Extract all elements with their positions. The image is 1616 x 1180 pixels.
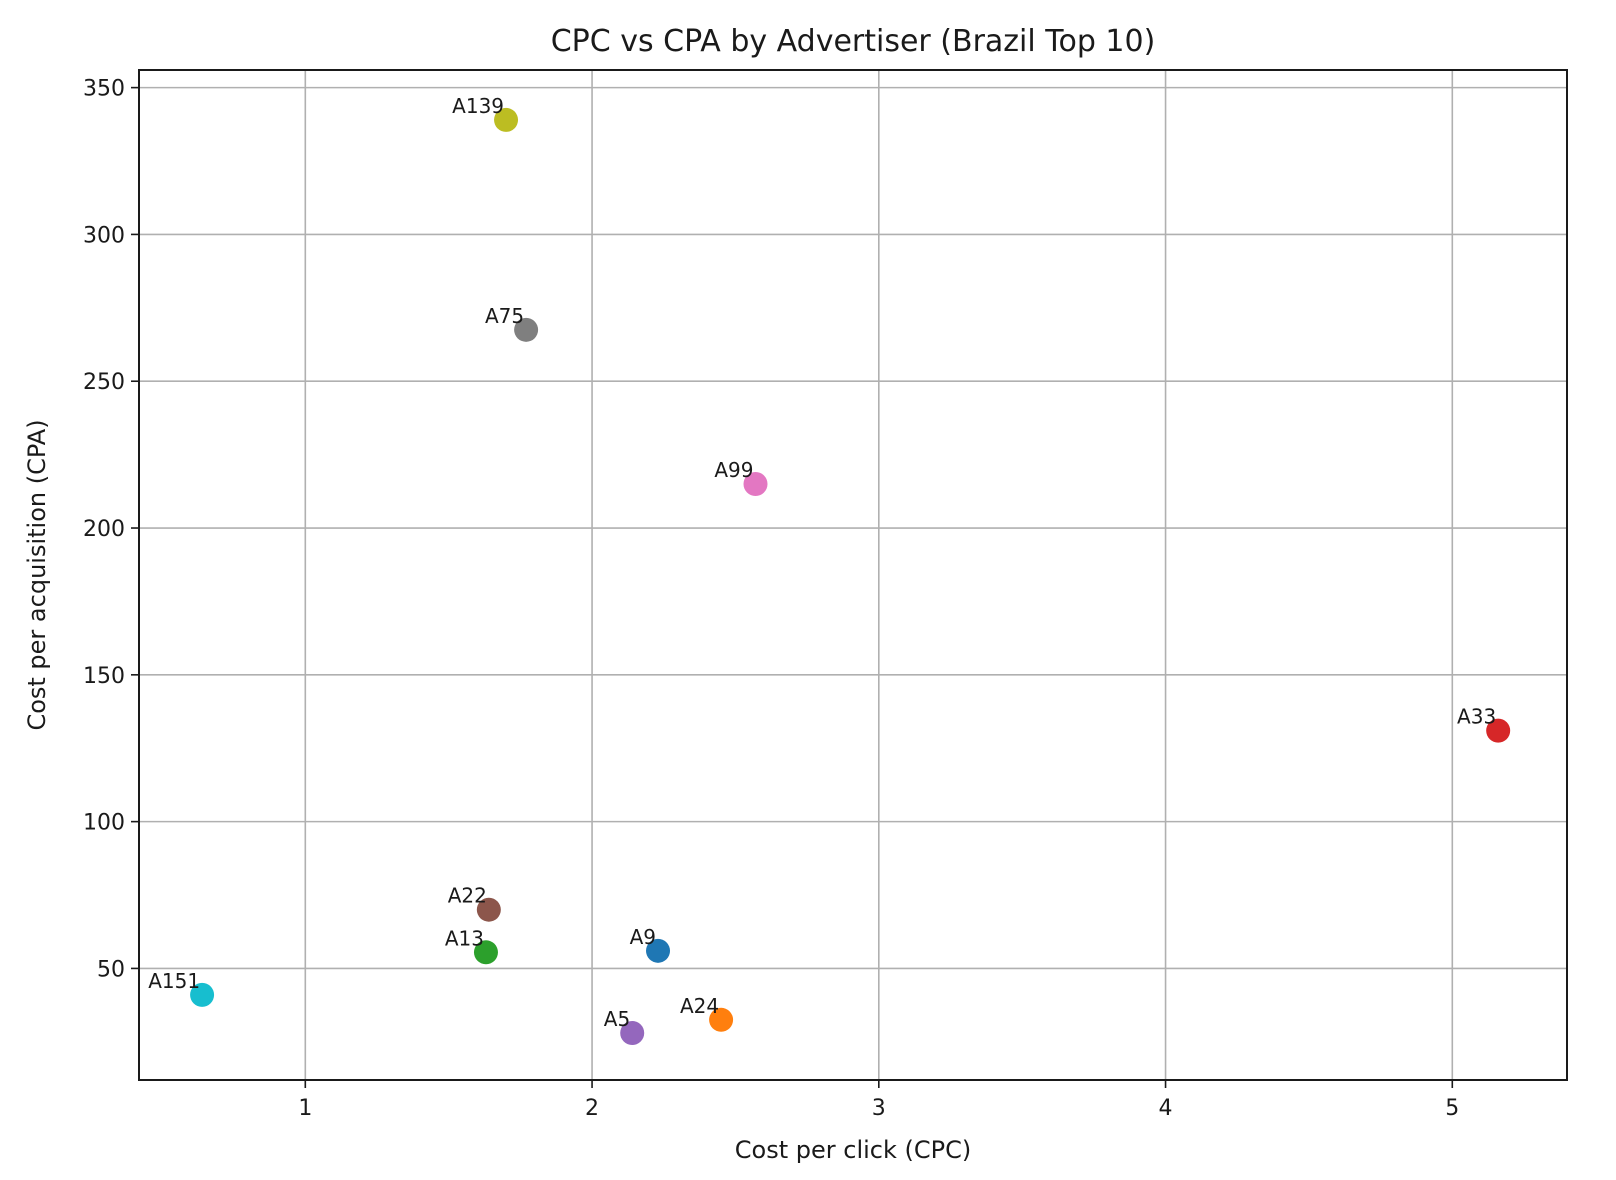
y-tick-label: 150 bbox=[83, 664, 125, 689]
x-tick-label: 1 bbox=[298, 1096, 312, 1121]
data-point-a33: A33 bbox=[1457, 705, 1511, 743]
scatter-marker bbox=[476, 897, 501, 922]
plot-frame bbox=[138, 69, 1568, 1081]
y-axis-ticks: 50 100 150 200 250 300 350 bbox=[83, 77, 139, 982]
x-tick-label: 3 bbox=[872, 1096, 886, 1121]
y-tick-label: 250 bbox=[83, 370, 125, 395]
data-point-a5: A5 bbox=[604, 1007, 645, 1046]
x-tick-label: 4 bbox=[1159, 1096, 1173, 1121]
scatter-marker bbox=[514, 317, 539, 342]
scatter-marker bbox=[743, 471, 768, 496]
y-tick-label: 200 bbox=[83, 517, 125, 542]
y-tick-label: 100 bbox=[83, 811, 125, 836]
point-label: A9 bbox=[630, 925, 656, 949]
data-point-a13: A13 bbox=[445, 926, 498, 965]
point-label: A24 bbox=[680, 994, 719, 1018]
x-tick-label: 2 bbox=[585, 1096, 599, 1121]
grid bbox=[139, 70, 1567, 1080]
data-points: A9 A24 A13 A33 A5 A22 A99 A75 A139 A151 bbox=[148, 94, 1511, 1046]
point-label: A75 bbox=[485, 304, 524, 328]
point-label: A151 bbox=[148, 969, 200, 993]
x-tick-label: 5 bbox=[1445, 1096, 1459, 1121]
scatter-marker bbox=[473, 940, 498, 965]
x-axis-ticks: 1 2 3 4 5 bbox=[298, 1080, 1459, 1121]
scatter-marker bbox=[494, 107, 519, 132]
y-tick-label: 350 bbox=[83, 77, 125, 102]
scatter-marker bbox=[646, 938, 671, 963]
scatter-marker bbox=[620, 1021, 645, 1046]
point-label: A22 bbox=[448, 884, 487, 908]
scatter-marker bbox=[1486, 718, 1511, 743]
scatter-marker bbox=[709, 1007, 734, 1032]
data-point-a139: A139 bbox=[452, 94, 519, 132]
point-label: A13 bbox=[445, 926, 484, 950]
y-tick-label: 50 bbox=[97, 957, 125, 982]
x-axis-label: Cost per click (CPC) bbox=[735, 1136, 971, 1164]
data-point-a22: A22 bbox=[448, 884, 501, 922]
data-point-a24: A24 bbox=[680, 994, 734, 1032]
point-label: A33 bbox=[1457, 705, 1496, 729]
point-label: A5 bbox=[604, 1007, 630, 1031]
data-point-a151: A151 bbox=[148, 969, 215, 1007]
data-point-a99: A99 bbox=[714, 458, 768, 496]
chart-title: CPC vs CPA by Advertiser (Brazil Top 10) bbox=[551, 24, 1156, 59]
y-tick-label: 300 bbox=[83, 223, 125, 248]
scatter-marker bbox=[190, 982, 215, 1007]
point-label: A99 bbox=[714, 458, 753, 482]
y-axis-label: Cost per acquisition (CPA) bbox=[23, 419, 51, 730]
data-point-a75: A75 bbox=[485, 304, 539, 342]
data-point-a9: A9 bbox=[630, 925, 671, 963]
point-label: A139 bbox=[452, 94, 504, 118]
